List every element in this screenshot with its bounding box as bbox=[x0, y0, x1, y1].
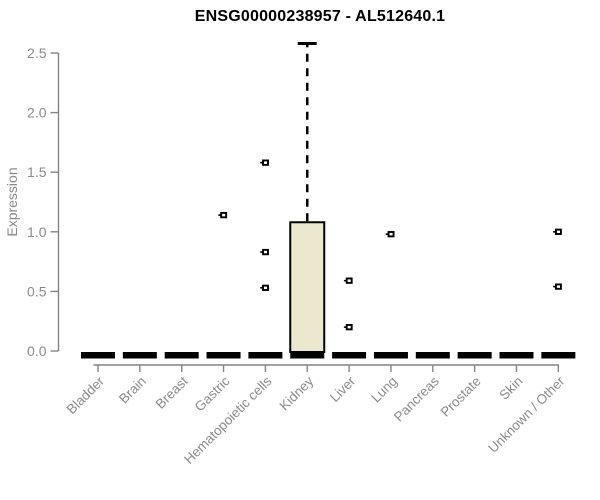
x-tick-label: Kidney bbox=[277, 373, 317, 413]
median-line bbox=[457, 352, 492, 359]
outlier-point bbox=[220, 211, 228, 219]
y-axis-label: Expression bbox=[4, 167, 20, 237]
x-tick-label: Gastric bbox=[192, 373, 233, 414]
x-tick-label: Skin bbox=[496, 374, 525, 403]
median-line bbox=[373, 352, 408, 359]
y-tick-label: 2.0 bbox=[27, 105, 47, 121]
y-tick-label: 1.0 bbox=[27, 224, 47, 240]
median-line bbox=[248, 352, 283, 359]
y-tick-label: 2.5 bbox=[27, 45, 47, 61]
outlier-point bbox=[345, 277, 353, 284]
x-tick-label: Liver bbox=[327, 373, 359, 405]
median-line bbox=[415, 352, 450, 359]
outlier-point bbox=[262, 284, 269, 291]
chart-title: ENSG00000238957 - AL512640.1 bbox=[194, 8, 446, 25]
x-tick-label: Pancreas bbox=[391, 373, 442, 424]
median-line bbox=[81, 352, 115, 359]
outlier-point bbox=[555, 228, 562, 235]
outlier-point bbox=[345, 324, 353, 331]
outlier-point bbox=[262, 248, 269, 256]
x-tick-label: Lung bbox=[368, 374, 400, 406]
y-tick-label: 0.5 bbox=[27, 283, 47, 299]
x-tick-label: Brain bbox=[116, 374, 149, 407]
outlier-point bbox=[262, 159, 269, 166]
median-line bbox=[206, 352, 241, 359]
x-tick-label: Bladder bbox=[64, 373, 108, 417]
x-tick-label: Unknown / Other bbox=[485, 373, 568, 456]
outlier-point bbox=[555, 283, 562, 290]
median-line bbox=[332, 352, 367, 359]
outlier-point bbox=[387, 231, 395, 238]
y-tick-label: 1.5 bbox=[27, 164, 47, 180]
median-line bbox=[164, 352, 199, 359]
box bbox=[289, 221, 326, 353]
median-line bbox=[290, 352, 325, 359]
x-tick-label: Breast bbox=[153, 373, 191, 411]
median-line bbox=[122, 352, 157, 359]
median-line bbox=[499, 352, 534, 359]
median-line bbox=[541, 352, 576, 359]
y-tick-label: 0.0 bbox=[27, 343, 47, 359]
x-tick-label: Prostate bbox=[438, 374, 484, 420]
